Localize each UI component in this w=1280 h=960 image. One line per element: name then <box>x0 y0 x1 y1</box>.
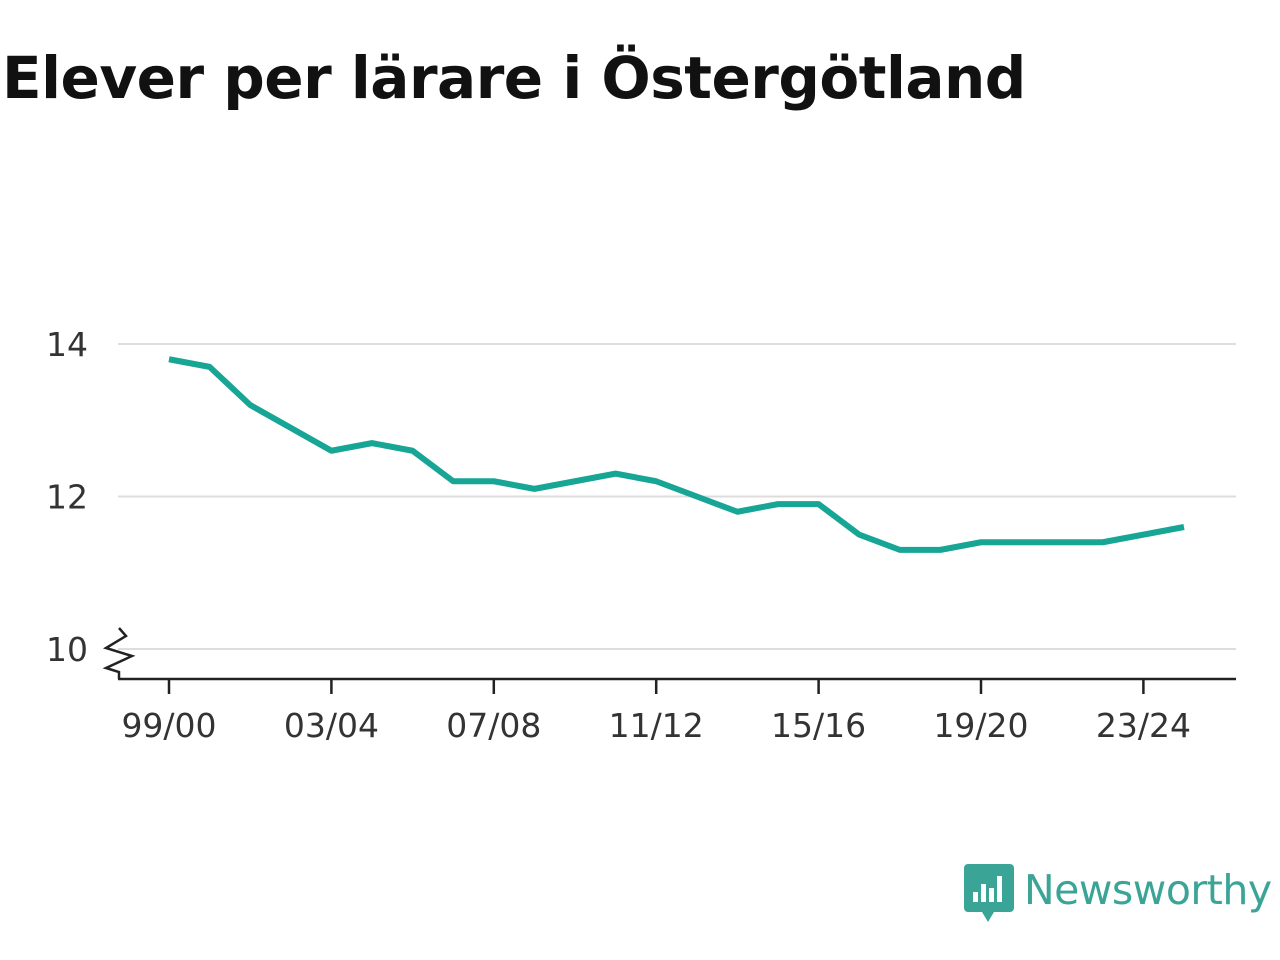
x-tick-label-03-04: 03/04 <box>284 706 379 745</box>
x-tick-label-15-16: 15/16 <box>771 706 866 745</box>
brand-name: Newsworthy <box>1024 866 1272 914</box>
y-tick-label-12: 12 <box>46 478 88 517</box>
x-tick-label-99-00: 99/00 <box>121 706 216 745</box>
newsworthy-logo: Newsworthy <box>962 862 1272 928</box>
newsworthy-logo-icon <box>964 864 1014 922</box>
x-tick-label-11-12: 11/12 <box>609 706 704 745</box>
y-tick-label-10: 10 <box>46 630 88 669</box>
y-tick-label-14: 14 <box>46 325 88 364</box>
x-tick-label-19-20: 19/20 <box>933 706 1028 745</box>
y-axis-break <box>102 627 136 679</box>
series-line-0 <box>168 356 1185 553</box>
x-tick-label-23-24: 23/24 <box>1096 706 1191 745</box>
x-tick-label-07-08: 07/08 <box>446 706 541 745</box>
chart-title: Elever per lärare i Östergötland <box>2 44 1026 112</box>
